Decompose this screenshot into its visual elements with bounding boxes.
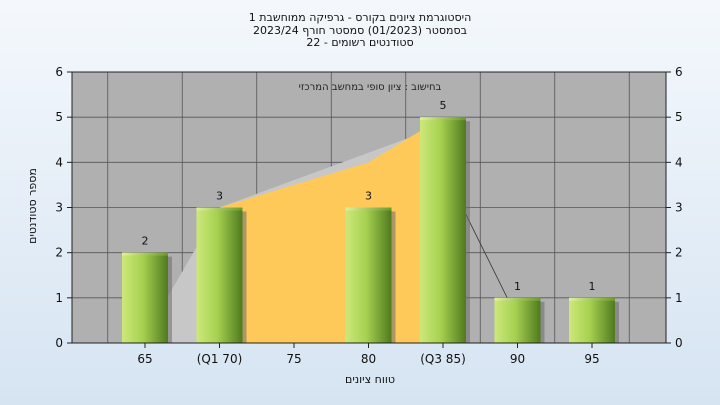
bar-cap	[122, 252, 168, 256]
bar-cap	[494, 297, 541, 301]
y-tick-label-left: 0	[55, 336, 63, 350]
bar	[122, 252, 168, 343]
chart-annotation: בחישוב : ציון סופי במחשב המרכזי	[299, 82, 442, 93]
plot-area: 2 3 3 5 1 1 0 0 1 1 2 2 3 3 4 4 5 5 6 6 65 (Q1 70) 75 80 (Q3 85)…	[55, 65, 682, 366]
x-tick-label: 65	[137, 352, 152, 366]
chart-title-line-1: היסטוגרמת ציונים בקורס - גרפיקה ממוחשבת …	[248, 11, 472, 24]
y-tick-label-left: 6	[55, 65, 63, 79]
chart-title-line-3: סטודנטים רשומים - 22	[306, 36, 414, 49]
bar	[420, 117, 466, 344]
y-tick-label-left: 3	[55, 201, 63, 215]
data-label: 2	[142, 235, 149, 248]
bar	[196, 207, 243, 343]
y-axis-title: מספר סטודנטים	[26, 168, 39, 244]
y-tick-label-right: 0	[675, 336, 683, 350]
bar	[494, 297, 541, 343]
bar-cap	[196, 207, 243, 211]
data-label: 1	[589, 280, 596, 293]
y-tick-label-left: 2	[55, 246, 63, 260]
x-tick-label: 95	[584, 352, 599, 366]
x-tick-label: (Q3 85)	[420, 352, 466, 366]
x-tick-label: (Q1 70)	[197, 352, 243, 366]
y-tick-label-right: 3	[675, 201, 683, 215]
bar-cap	[345, 207, 392, 211]
y-tick-label-right: 4	[675, 155, 683, 169]
chart-title-line-2: בסמסטר (01/2023) סמסטר חורף 2023/24	[253, 23, 467, 37]
x-tick-label: 75	[286, 352, 301, 366]
data-label: 3	[216, 190, 223, 203]
x-tick-label: 90	[510, 352, 525, 366]
y-tick-label-left: 4	[55, 155, 63, 169]
data-label: 3	[365, 190, 372, 203]
bar	[345, 207, 392, 343]
x-tick-label: 80	[361, 352, 376, 366]
y-tick-label-left: 1	[55, 291, 63, 305]
y-tick-label-right: 5	[675, 110, 683, 124]
bar-cap	[569, 297, 615, 301]
bar-cap	[420, 117, 466, 121]
y-tick-label-right: 2	[675, 246, 683, 260]
chart-title: היסטוגרמת ציונים בקורס - גרפיקה ממוחשבת …	[0, 11, 720, 50]
data-label: 1	[514, 280, 521, 293]
y-tick-label-right: 6	[675, 65, 683, 79]
x-axis-title: טווח ציונים	[345, 373, 395, 386]
bar	[569, 297, 615, 343]
y-tick-label-right: 1	[675, 291, 683, 305]
y-tick-label-left: 5	[55, 110, 63, 124]
data-label: 5	[440, 99, 447, 112]
